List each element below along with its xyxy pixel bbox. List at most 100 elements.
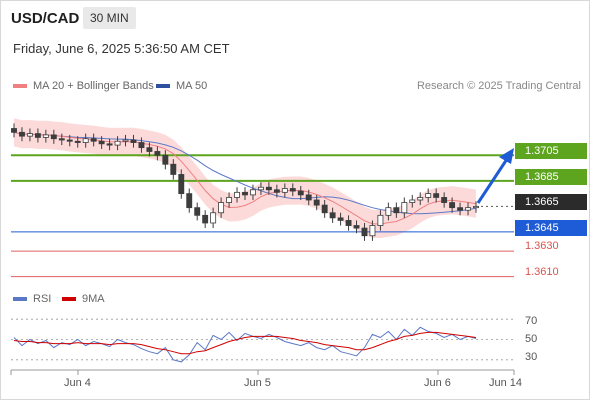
candle-body <box>90 138 97 142</box>
candle-body <box>250 189 256 196</box>
x-tick-jun4: Jun 4 <box>64 377 91 389</box>
candle-body <box>385 207 392 216</box>
candle-body <box>305 194 312 201</box>
level-label-s3: 1.3610 <box>525 266 559 278</box>
candle-body <box>50 134 57 140</box>
ma50-swatch <box>156 84 170 88</box>
candle-body <box>82 138 89 143</box>
candle-body <box>226 197 233 203</box>
candle-body <box>393 207 400 214</box>
candle-body <box>19 131 25 137</box>
candle-body <box>337 217 344 221</box>
rsi-tick-70: 70 <box>525 315 538 327</box>
candle-body <box>353 225 360 229</box>
candle-body <box>138 142 145 149</box>
candle-body <box>321 204 328 214</box>
ma20-swatch <box>13 84 27 88</box>
legend-ma50: MA 50 <box>156 80 207 92</box>
candle-body <box>369 225 376 237</box>
bollinger-fill <box>14 118 476 239</box>
candle-body <box>401 202 408 214</box>
arrow-head <box>499 148 514 164</box>
candle-body <box>34 133 41 138</box>
candle-body <box>433 193 440 198</box>
chart-header: USD/CAD 30 MIN <box>0 0 590 36</box>
ma20-label: MA 20 + Bollinger Bands <box>33 80 154 92</box>
candle-body <box>154 151 161 156</box>
candle-body <box>42 134 49 138</box>
candle-body <box>417 197 424 201</box>
candle-body <box>289 188 296 192</box>
key-level-lines <box>11 154 514 278</box>
timeframe-button[interactable]: 30 MIN <box>83 7 136 29</box>
candle-body <box>425 193 432 198</box>
candle-body <box>146 147 153 152</box>
candle-body <box>98 140 105 145</box>
level-label-r2: 1.3705 <box>515 143 587 159</box>
rsi-tick-50: 50 <box>525 333 538 345</box>
candle-body <box>26 133 33 137</box>
candle-body <box>265 186 272 191</box>
rsi-ma-swatch <box>62 297 76 301</box>
candle-body <box>345 220 352 226</box>
candle-body <box>473 205 479 209</box>
candle-body <box>242 191 248 196</box>
level-label-current: 1.3665 <box>515 194 587 210</box>
candle-body <box>162 154 169 165</box>
candle-body <box>361 227 368 237</box>
level-label-r1: 1.3685 <box>515 169 587 185</box>
candle-body <box>218 202 225 214</box>
legend-rsi-ma: 9MA <box>62 293 105 305</box>
copyright-text: Research © 2025 Trading Central <box>416 80 581 92</box>
x-axis <box>10 369 515 375</box>
candle-body <box>194 207 201 216</box>
candle-body <box>457 207 464 211</box>
candle-body <box>178 174 185 195</box>
candle-body <box>441 197 448 203</box>
candle-body <box>170 163 177 175</box>
candle-body <box>329 212 336 219</box>
candle-body <box>313 199 320 206</box>
candle-body <box>122 139 129 142</box>
candle-body <box>106 143 113 146</box>
rsi-line <box>13 326 477 363</box>
candle-body <box>11 128 17 133</box>
candles <box>11 123 479 241</box>
rsi-swatch <box>13 297 27 301</box>
candle-body <box>186 193 193 209</box>
candle-body <box>409 199 416 203</box>
legend-rsi: RSI <box>13 293 51 305</box>
level-label-s1: 1.3645 <box>515 220 587 236</box>
candle-body <box>114 140 121 146</box>
candle-body <box>257 186 264 191</box>
level-label-s2: 1.3630 <box>525 240 559 252</box>
candle-body <box>202 214 209 224</box>
rsi-ma-label: 9MA <box>82 293 105 305</box>
candle-body <box>297 190 304 196</box>
candle-body <box>273 189 280 193</box>
symbol-title: USD/CAD <box>11 10 80 27</box>
rsi-ma-line <box>13 331 477 355</box>
candle-body <box>130 139 137 143</box>
forecast-arrow <box>476 148 514 204</box>
bollinger-band <box>14 118 476 239</box>
candle-body <box>465 207 471 211</box>
x-tick-jun5: Jun 5 <box>244 377 271 389</box>
rsi-label: RSI <box>33 293 52 305</box>
candle-body <box>58 138 65 141</box>
candle-body <box>281 188 288 193</box>
date-line: Friday, June 6, 2025 5:36:50 AM CET <box>13 41 230 56</box>
candle-body <box>74 140 81 143</box>
x-tick-jun6: Jun 6 <box>424 377 451 389</box>
candle-body <box>377 214 384 226</box>
arrow-shaft <box>476 158 509 204</box>
candle-body <box>234 191 240 198</box>
candle-body <box>66 139 73 142</box>
candle-body <box>210 212 217 224</box>
rsi-tick-30: 30 <box>525 351 538 363</box>
x-tick-jun14: Jun 14 <box>489 377 523 389</box>
rsi-panel <box>11 318 514 363</box>
candle-body <box>449 202 456 209</box>
ma50-label: MA 50 <box>176 80 208 92</box>
